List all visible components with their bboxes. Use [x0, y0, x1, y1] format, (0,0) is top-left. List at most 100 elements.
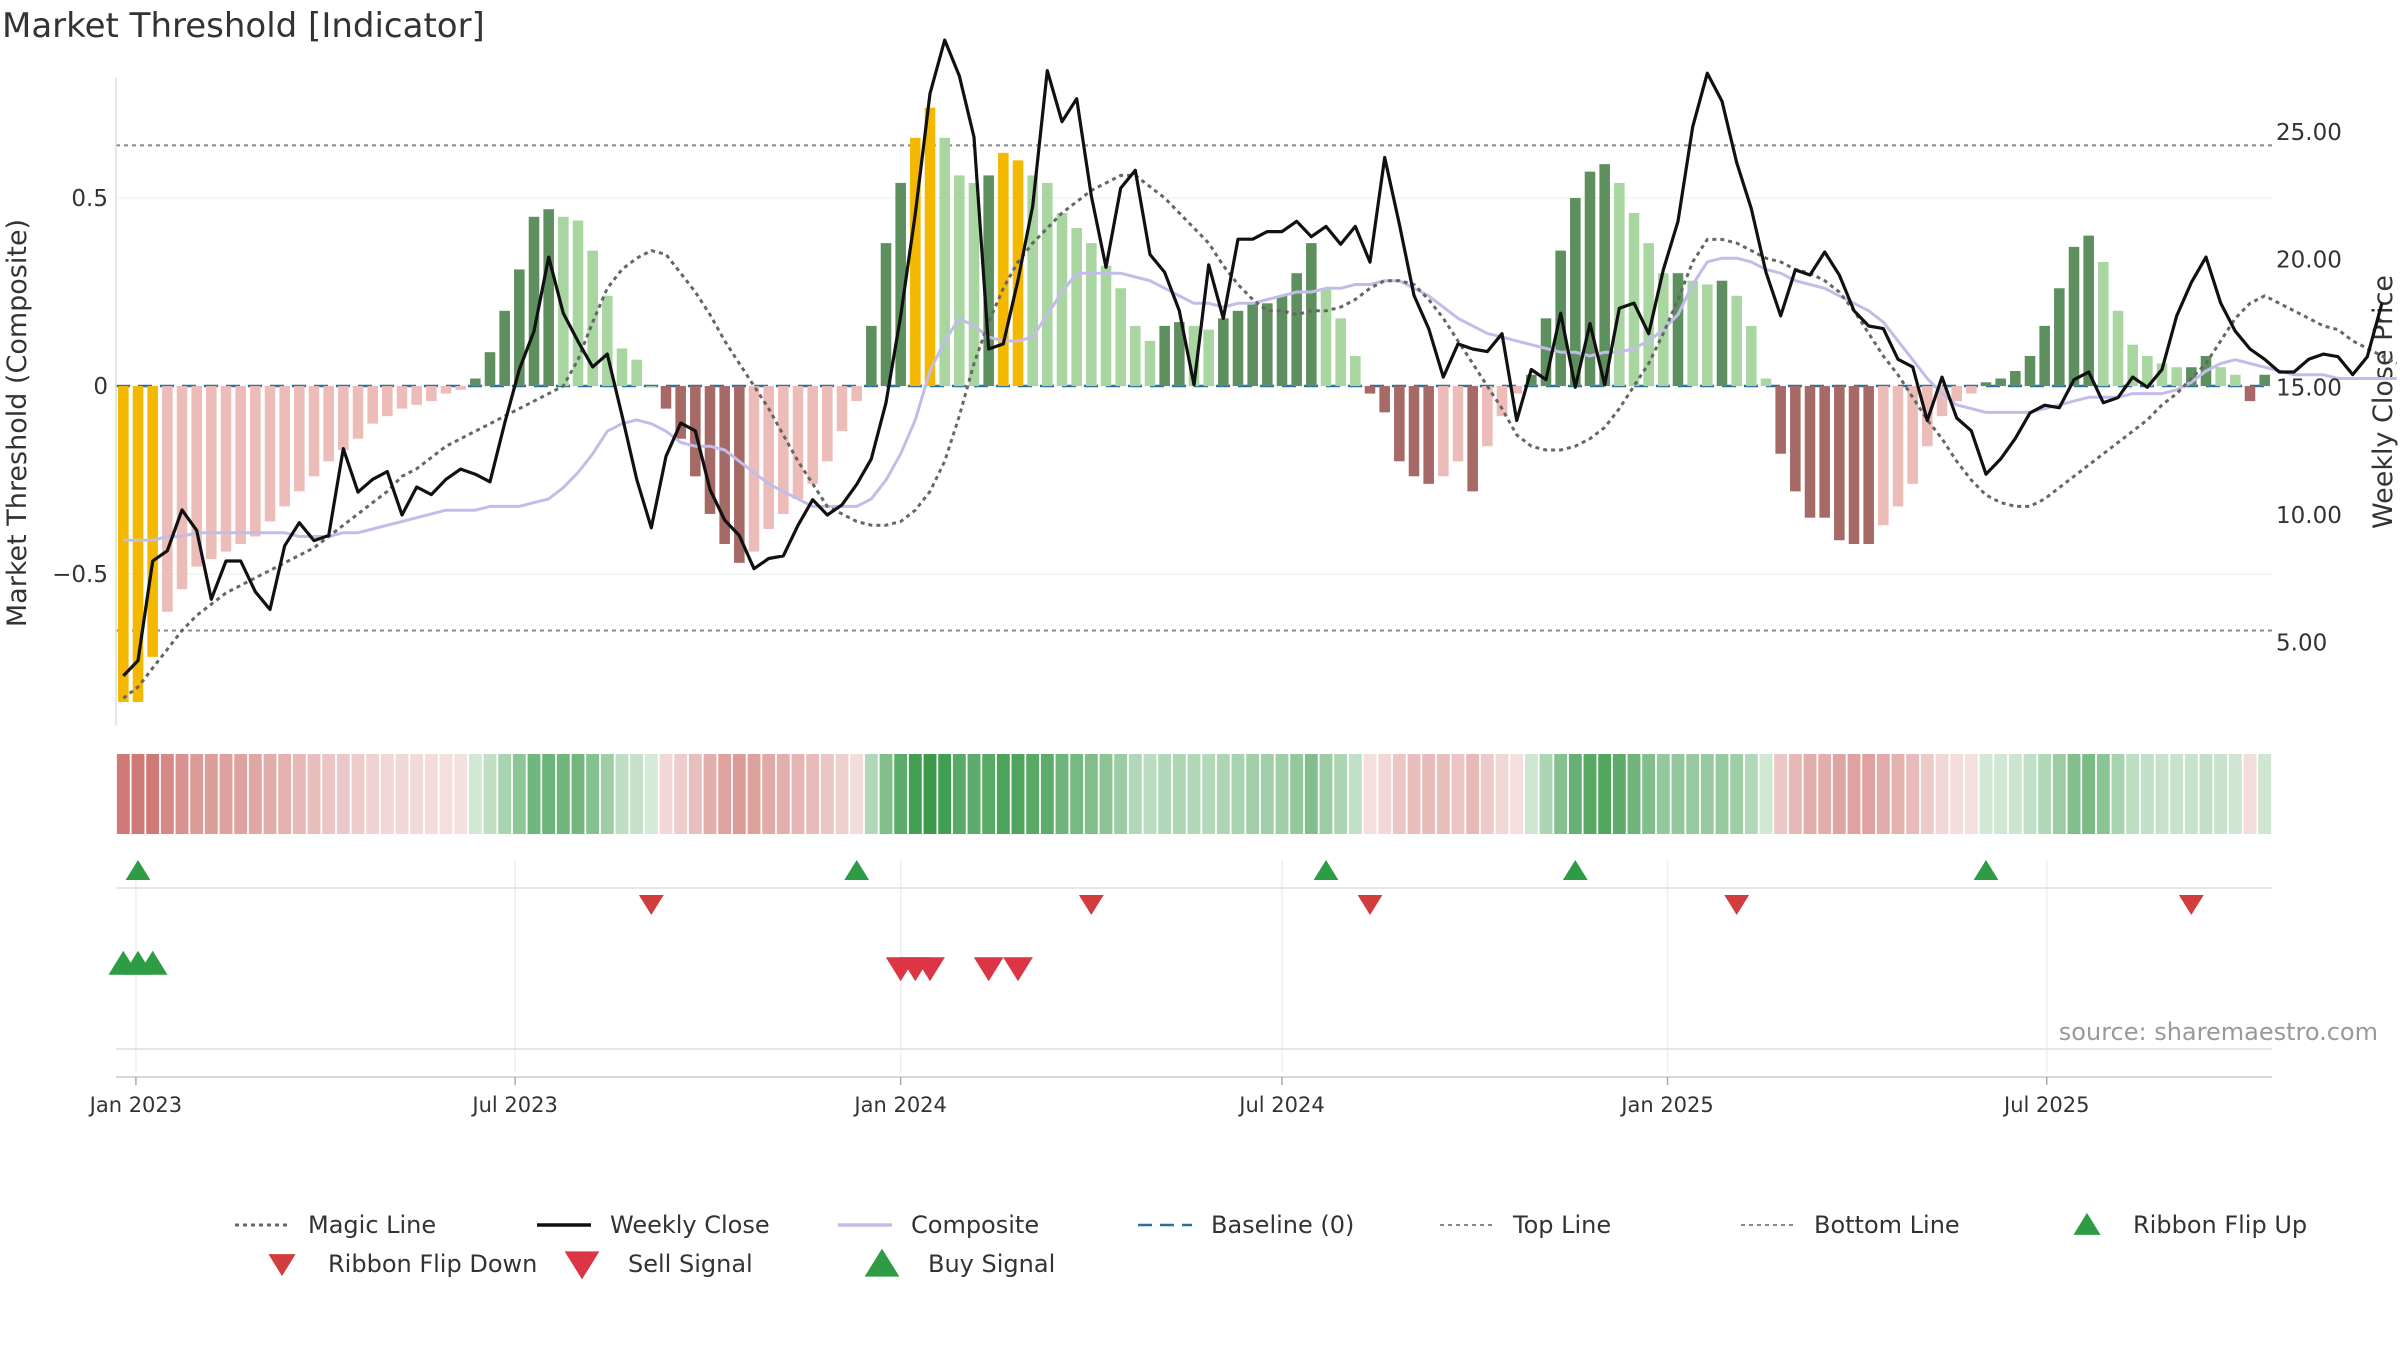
- composite-bar: [866, 325, 877, 387]
- ribbon-cell: [1466, 754, 1480, 834]
- ribbon-cell: [1935, 754, 1949, 834]
- composite-bar: [1775, 386, 1786, 454]
- ribbon-strip: [116, 754, 2272, 834]
- composite-bar: [235, 386, 246, 545]
- legend-item-top: Top Line: [1440, 1211, 1611, 1239]
- ribbon-cell: [1422, 754, 1436, 834]
- composite-bar: [1526, 374, 1537, 387]
- ribbon-cell: [454, 754, 468, 834]
- composite-bar: [1716, 280, 1728, 387]
- ribbon-cell: [1099, 754, 1113, 834]
- composite-bar: [968, 182, 980, 387]
- ribbon-cell: [1862, 754, 1876, 834]
- legend: Magic Line Weekly Close Composite Baseline …: [235, 1211, 2307, 1280]
- composite-bar: [1540, 318, 1552, 387]
- ribbon-cell: [615, 754, 629, 834]
- composite-bar: [646, 386, 657, 388]
- composite-bar: [1144, 340, 1156, 387]
- ribbon-cell: [2170, 754, 2184, 834]
- composite-bar: [1892, 386, 1904, 507]
- legend-label: Top Line: [1512, 1211, 1611, 1239]
- ribbon-cell: [586, 754, 600, 834]
- composite-bar: [147, 386, 158, 657]
- ribbon-cell: [190, 754, 204, 834]
- ribbon-cell: [791, 754, 805, 834]
- y2-tick-label: 25.00: [2276, 120, 2342, 146]
- ribbon-cell: [1260, 754, 1274, 834]
- composite-bar: [910, 137, 921, 387]
- ribbon-cell: [2155, 754, 2169, 834]
- composite-bar: [1482, 386, 1493, 447]
- legend-swatch: [2073, 1212, 2101, 1235]
- composite-bar: [2083, 235, 2094, 387]
- ribbon-cell: [762, 754, 776, 834]
- composite-bar: [1570, 197, 1581, 387]
- composite-bar: [1159, 325, 1170, 387]
- ribbon-cell: [527, 754, 541, 834]
- composite-bar: [719, 386, 730, 545]
- ribbon-cell: [1627, 754, 1641, 834]
- ribbon-cell: [1730, 754, 1744, 834]
- composite-bar: [1760, 378, 1772, 387]
- ribbon-cell: [380, 754, 394, 834]
- composite-bar: [1100, 265, 1112, 387]
- legend-item-buy: Buy Signal: [864, 1248, 1055, 1278]
- ribbon-cell: [806, 754, 820, 834]
- composite-bar: [1203, 329, 1214, 387]
- composite-bar: [1438, 386, 1449, 477]
- ribbon-cell: [1920, 754, 1934, 834]
- ribbon-cell: [1378, 754, 1392, 834]
- composite-bar: [2215, 367, 2226, 387]
- ribbon-cell: [1011, 754, 1025, 834]
- ribbon-cell: [2184, 754, 2198, 834]
- ribbon-cell: [571, 754, 585, 834]
- ribbon-cell: [439, 754, 453, 834]
- legend-swatch: [564, 1251, 600, 1280]
- ribbon-cell: [2258, 754, 2272, 834]
- ribbon-cell: [835, 754, 849, 834]
- ribbon-cell: [1158, 754, 1172, 834]
- composite-bar: [1702, 284, 1713, 387]
- legend-item-sell: Sell Signal: [564, 1250, 753, 1280]
- ribbon-cell: [1334, 754, 1348, 834]
- composite-bar: [1746, 325, 1757, 387]
- y-axis-label: Market Threshold (Composite): [2, 219, 33, 627]
- composite-bar: [587, 250, 598, 387]
- composite-bar: [1848, 386, 1860, 545]
- composite-bar: [1423, 386, 1434, 484]
- ribbon-cell: [483, 754, 497, 834]
- ribbon-flip-up-marker: [1973, 860, 1999, 880]
- composite-bar: [1819, 386, 1830, 518]
- x-tick-label: Jan 2023: [88, 1093, 183, 1117]
- ribbon-cell: [307, 754, 321, 834]
- composite-bar: [1364, 386, 1376, 394]
- legend-label: Buy Signal: [928, 1250, 1055, 1278]
- ribbon-cell: [1876, 754, 1890, 834]
- ribbon-cell: [1055, 754, 1069, 834]
- composite-bar: [2156, 363, 2168, 387]
- ribbon-cell: [1026, 754, 1040, 834]
- composite-bar: [1804, 386, 1816, 518]
- composite-bar: [1276, 295, 1288, 387]
- composite-bar: [1863, 386, 1874, 545]
- legend-label: Bottom Line: [1814, 1211, 1960, 1239]
- composite-bar: [220, 386, 232, 552]
- ribbon-cell: [688, 754, 702, 834]
- composite-bar: [1335, 318, 1346, 387]
- ribbon-cell: [2052, 754, 2066, 834]
- ribbon-cell: [894, 754, 908, 834]
- ribbon-cell: [1495, 754, 1509, 834]
- ribbon-cell: [938, 754, 952, 834]
- buy-signal-marker: [137, 950, 168, 975]
- sell-signal-marker: [1003, 957, 1033, 982]
- ribbon-cell: [1451, 754, 1465, 834]
- ribbon-cell: [1715, 754, 1729, 834]
- ribbon-cell: [1686, 754, 1700, 834]
- composite-bar: [2186, 367, 2197, 387]
- ribbon-cell: [1612, 754, 1626, 834]
- ribbon-cell: [1964, 754, 1978, 834]
- ribbon-cell: [600, 754, 614, 834]
- composite-bar: [1951, 386, 1962, 402]
- legend-label: Ribbon Flip Down: [328, 1250, 537, 1278]
- composite-bar: [294, 386, 305, 492]
